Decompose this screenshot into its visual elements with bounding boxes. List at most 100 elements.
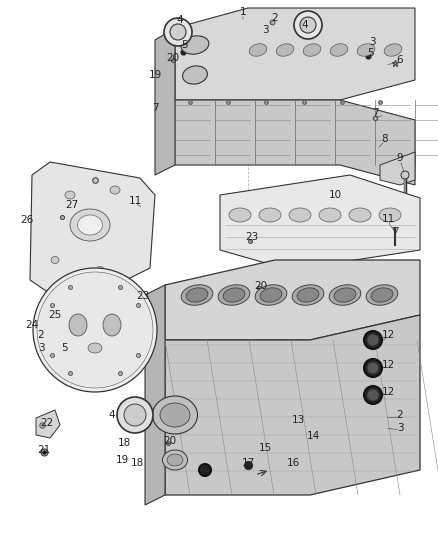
Circle shape [164, 18, 192, 46]
Text: 23: 23 [245, 232, 258, 242]
Polygon shape [165, 260, 420, 340]
Ellipse shape [297, 288, 319, 302]
Text: 21: 21 [37, 445, 51, 455]
Polygon shape [36, 410, 60, 438]
Ellipse shape [96, 266, 104, 273]
Circle shape [33, 268, 157, 392]
Text: 3: 3 [369, 37, 375, 47]
Text: 4: 4 [109, 410, 115, 420]
Ellipse shape [51, 256, 59, 263]
Text: 2: 2 [38, 330, 44, 340]
Ellipse shape [255, 285, 287, 305]
Text: 12: 12 [381, 387, 395, 397]
Text: 5: 5 [367, 48, 373, 58]
Text: 8: 8 [381, 134, 389, 144]
Polygon shape [380, 152, 415, 185]
Circle shape [170, 24, 186, 40]
Ellipse shape [319, 208, 341, 222]
Ellipse shape [289, 208, 311, 222]
Circle shape [364, 359, 382, 377]
Text: 12: 12 [381, 360, 395, 370]
Ellipse shape [103, 314, 121, 336]
Ellipse shape [181, 36, 209, 54]
Text: 22: 22 [40, 418, 53, 428]
Text: 1: 1 [240, 7, 246, 17]
Text: 19: 19 [115, 455, 129, 465]
Text: 25: 25 [48, 310, 62, 320]
Circle shape [124, 404, 146, 426]
Text: 6: 6 [397, 55, 403, 65]
Text: 20: 20 [163, 436, 177, 446]
Ellipse shape [88, 343, 102, 353]
Text: 11: 11 [381, 214, 395, 224]
Text: 2: 2 [272, 13, 278, 23]
Ellipse shape [70, 209, 110, 241]
Text: 26: 26 [21, 215, 34, 225]
Text: 2: 2 [397, 410, 403, 420]
Text: 14: 14 [306, 431, 320, 441]
Text: 11: 11 [128, 196, 141, 206]
Ellipse shape [349, 208, 371, 222]
Text: 16: 16 [286, 458, 300, 468]
Ellipse shape [65, 191, 75, 199]
Ellipse shape [371, 288, 393, 302]
Text: 15: 15 [258, 443, 272, 453]
Circle shape [37, 272, 153, 388]
Circle shape [367, 362, 379, 374]
Text: 4: 4 [302, 20, 308, 30]
Polygon shape [165, 315, 420, 495]
Text: 7: 7 [152, 103, 158, 113]
Ellipse shape [330, 44, 348, 56]
Circle shape [199, 464, 211, 476]
Polygon shape [175, 8, 415, 100]
Text: 10: 10 [328, 190, 342, 200]
Ellipse shape [357, 44, 375, 56]
Ellipse shape [292, 285, 324, 305]
Ellipse shape [249, 44, 267, 56]
Ellipse shape [384, 44, 402, 56]
Ellipse shape [167, 454, 183, 466]
Ellipse shape [334, 288, 356, 302]
Ellipse shape [379, 208, 401, 222]
Text: 7: 7 [372, 108, 378, 118]
Text: 3: 3 [38, 343, 44, 353]
Text: 13: 13 [291, 415, 304, 425]
Polygon shape [30, 162, 155, 295]
Text: 20: 20 [166, 53, 180, 63]
Polygon shape [175, 100, 415, 185]
Text: 23: 23 [136, 291, 150, 301]
Ellipse shape [229, 208, 251, 222]
Ellipse shape [152, 396, 198, 434]
Ellipse shape [110, 186, 120, 194]
Text: 18: 18 [117, 438, 131, 448]
Polygon shape [60, 305, 130, 355]
Ellipse shape [162, 450, 187, 470]
Text: 27: 27 [65, 200, 79, 210]
Circle shape [294, 11, 322, 39]
Polygon shape [155, 28, 175, 175]
Text: 20: 20 [254, 281, 268, 291]
Text: 18: 18 [131, 458, 144, 468]
Circle shape [367, 334, 379, 346]
Ellipse shape [223, 288, 245, 302]
Text: 3: 3 [397, 423, 403, 433]
Ellipse shape [186, 288, 208, 302]
Ellipse shape [160, 403, 190, 427]
Circle shape [367, 389, 379, 401]
Circle shape [401, 171, 409, 179]
Text: 17: 17 [241, 458, 254, 468]
Text: 19: 19 [148, 70, 162, 80]
Text: 5: 5 [62, 343, 68, 353]
Ellipse shape [218, 285, 250, 305]
Ellipse shape [181, 285, 213, 305]
Ellipse shape [259, 208, 281, 222]
Ellipse shape [69, 314, 87, 336]
Ellipse shape [183, 66, 208, 84]
Ellipse shape [303, 44, 321, 56]
Circle shape [117, 397, 153, 433]
Polygon shape [220, 175, 420, 270]
Text: 12: 12 [381, 330, 395, 340]
Circle shape [364, 386, 382, 404]
Text: 5: 5 [182, 40, 188, 50]
Polygon shape [145, 285, 165, 505]
